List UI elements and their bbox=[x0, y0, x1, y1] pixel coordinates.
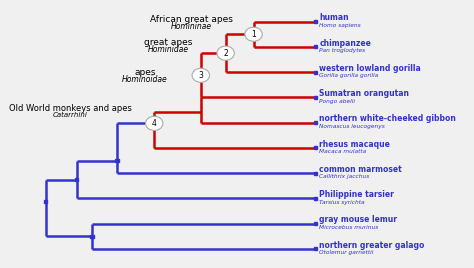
Bar bbox=[90, 235, 94, 238]
Bar bbox=[314, 247, 318, 250]
Text: 2: 2 bbox=[223, 49, 228, 58]
Bar bbox=[314, 45, 318, 48]
Circle shape bbox=[245, 27, 262, 41]
Text: Pan troglodytes: Pan troglodytes bbox=[319, 48, 365, 53]
Text: Macaca mulatta: Macaca mulatta bbox=[319, 149, 366, 154]
Text: western lowland gorilla: western lowland gorilla bbox=[319, 64, 421, 73]
Text: 4: 4 bbox=[152, 119, 157, 128]
Bar bbox=[115, 159, 119, 162]
Bar bbox=[314, 197, 318, 200]
Text: Homininae: Homininae bbox=[171, 22, 212, 31]
Bar bbox=[314, 96, 318, 99]
Text: 1: 1 bbox=[251, 30, 256, 39]
Bar bbox=[314, 20, 318, 23]
Text: Nomascus leucogenys: Nomascus leucogenys bbox=[319, 124, 385, 129]
Text: Old World monkeys and apes: Old World monkeys and apes bbox=[9, 104, 132, 113]
Circle shape bbox=[217, 46, 234, 60]
Text: Callithrix jacchus: Callithrix jacchus bbox=[319, 174, 370, 180]
Text: apes: apes bbox=[134, 68, 155, 77]
Text: northern white-cheeked gibbon: northern white-cheeked gibbon bbox=[319, 114, 456, 123]
Text: Catarrhini: Catarrhini bbox=[53, 112, 88, 118]
Text: northern greater galago: northern greater galago bbox=[319, 241, 425, 250]
Bar bbox=[314, 222, 318, 225]
Text: chimpanzee: chimpanzee bbox=[319, 39, 371, 47]
Bar bbox=[44, 200, 47, 203]
Text: human: human bbox=[319, 13, 349, 22]
Text: Philippine tarsier: Philippine tarsier bbox=[319, 190, 394, 199]
Text: rhesus macaque: rhesus macaque bbox=[319, 140, 390, 148]
Text: 3: 3 bbox=[198, 71, 203, 80]
Bar bbox=[314, 121, 318, 124]
Text: Hominoidae: Hominoidae bbox=[122, 75, 168, 84]
Bar bbox=[314, 70, 318, 74]
Text: Homo sapiens: Homo sapiens bbox=[319, 23, 361, 28]
Text: Sumatran orangutan: Sumatran orangutan bbox=[319, 89, 410, 98]
Text: Tarsius syrichta: Tarsius syrichta bbox=[319, 200, 365, 205]
Bar bbox=[314, 172, 318, 175]
Text: Gorilla gorilla gorilla: Gorilla gorilla gorilla bbox=[319, 73, 379, 79]
Text: African great apes: African great apes bbox=[150, 15, 233, 24]
Circle shape bbox=[146, 116, 163, 131]
Text: common marmoset: common marmoset bbox=[319, 165, 402, 174]
Text: Hominidae: Hominidae bbox=[147, 45, 189, 54]
Text: gray mouse lemur: gray mouse lemur bbox=[319, 215, 397, 224]
Bar bbox=[75, 178, 79, 181]
Text: great apes: great apes bbox=[144, 38, 192, 47]
Text: Microcebus murinus: Microcebus murinus bbox=[319, 225, 379, 230]
Text: Pongo abelii: Pongo abelii bbox=[319, 99, 356, 104]
Text: Otolemur garnettii: Otolemur garnettii bbox=[319, 250, 374, 255]
Circle shape bbox=[192, 68, 210, 82]
Bar bbox=[314, 146, 318, 149]
